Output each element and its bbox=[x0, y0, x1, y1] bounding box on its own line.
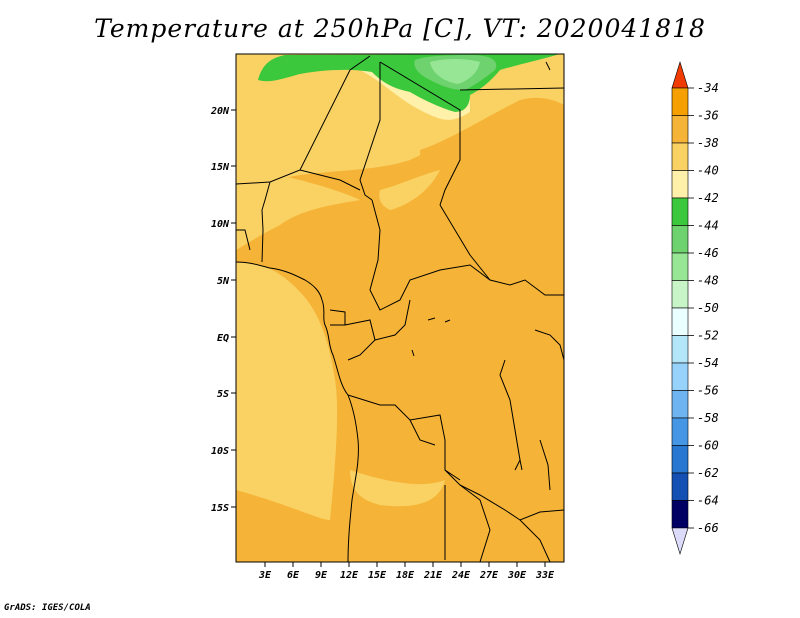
legend-swatch bbox=[671, 280, 689, 309]
legend-label: -50 bbox=[697, 301, 719, 315]
legend-label: -46 bbox=[697, 246, 719, 260]
legend-label: -62 bbox=[697, 466, 719, 480]
legend-label: -64 bbox=[697, 494, 719, 508]
map-frame bbox=[235, 53, 565, 563]
lon-label-27e: 27E bbox=[479, 570, 499, 581]
legend-swatch bbox=[671, 335, 689, 364]
legend-label: -56 bbox=[697, 384, 719, 398]
lat-label-15n: 15N bbox=[211, 162, 230, 173]
grads-credit: GrADS: IGES/COLA bbox=[4, 603, 91, 613]
lat-label-20n: 20N bbox=[210, 106, 230, 117]
legend-label: -38 bbox=[697, 136, 719, 150]
lon-label-3e: 3E bbox=[258, 570, 272, 581]
legend-swatch bbox=[671, 115, 689, 144]
lon-label-9e: 9E bbox=[315, 570, 328, 581]
legend-label: -66 bbox=[697, 521, 719, 535]
lat-label-5s: 5S bbox=[217, 389, 229, 400]
legend-swatch bbox=[671, 417, 689, 446]
lon-label-6e: 6E bbox=[287, 570, 300, 581]
legend-swatch bbox=[671, 170, 689, 199]
legend-label: -48 bbox=[697, 274, 719, 288]
lon-label-21e: 21E bbox=[423, 570, 443, 581]
legend-swatch bbox=[671, 87, 689, 116]
lon-label-15e: 15E bbox=[368, 570, 387, 581]
lat-label-10n: 10N bbox=[211, 219, 230, 230]
lon-label-30e: 30E bbox=[507, 570, 527, 581]
legend-label: -52 bbox=[697, 329, 719, 343]
legend-label: -42 bbox=[697, 191, 719, 205]
legend-swatch bbox=[671, 225, 689, 254]
lon-label-33e: 33E bbox=[535, 570, 555, 581]
legend-top-triangle bbox=[671, 60, 689, 89]
color-legend: -34 -36 -38 -40 -42 -44 -46 -48 -50 -52 -54 -56 -58 -… bbox=[671, 60, 719, 556]
lon-label-18e: 18E bbox=[396, 570, 415, 581]
map-title: Temperature at 250hPa [C], VT: 202004181… bbox=[94, 14, 706, 43]
legend-swatch bbox=[671, 362, 689, 391]
legend-swatch bbox=[671, 252, 689, 281]
latitude-axis: 20N 15N 10N 5N EQ 5S 10S 15S bbox=[210, 106, 236, 514]
legend-bottom-triangle bbox=[671, 527, 689, 556]
lon-label-12e: 12E bbox=[340, 570, 359, 581]
legend-label: -40 bbox=[697, 164, 719, 178]
longitude-axis: 3E 6E 9E 12E 15E 18E 21E 24E 27E 30E 33E bbox=[258, 562, 555, 581]
legend-swatch bbox=[671, 390, 689, 419]
legend-swatch bbox=[671, 445, 689, 474]
lat-label-10s: 10S bbox=[211, 446, 229, 457]
legend-label: -36 bbox=[697, 109, 719, 123]
lat-label-15s: 15S bbox=[211, 503, 229, 514]
legend-label: -54 bbox=[697, 356, 719, 370]
legend-swatch bbox=[671, 142, 689, 171]
temperature-field bbox=[236, 54, 564, 562]
legend-label: -60 bbox=[697, 439, 719, 453]
legend-label: -34 bbox=[697, 81, 719, 95]
lon-label-24e: 24E bbox=[451, 570, 471, 581]
legend-swatch bbox=[671, 307, 689, 336]
legend-swatch bbox=[671, 472, 689, 501]
lat-label-5n: 5N bbox=[217, 276, 230, 287]
legend-swatch bbox=[671, 500, 689, 529]
lat-label-eq: EQ bbox=[217, 333, 229, 344]
country-boundaries bbox=[235, 55, 565, 563]
legend-swatch bbox=[671, 197, 689, 226]
legend-label: -58 bbox=[697, 411, 719, 425]
legend-label: -44 bbox=[697, 219, 719, 233]
